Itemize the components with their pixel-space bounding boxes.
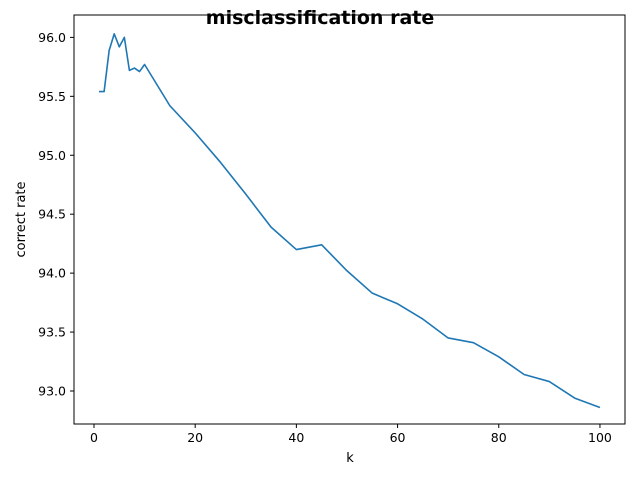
x-tick-label: 20 — [187, 430, 203, 445]
x-axis: 0 20 40 60 80 100 — [90, 424, 612, 445]
y-axis-label: correct rate — [14, 181, 29, 257]
x-tick-label: 80 — [491, 430, 507, 445]
y-tick-label: 94.5 — [38, 207, 66, 222]
x-tick-label: 60 — [390, 430, 406, 445]
y-tick-label: 95.5 — [38, 89, 66, 104]
x-tick-label: 0 — [90, 430, 98, 445]
y-axis: 93.0 93.5 94.0 94.5 95.0 95.5 96.0 — [38, 30, 74, 398]
series-line-0 — [99, 33, 601, 409]
y-tick-label: 95.0 — [38, 148, 66, 163]
y-tick-label: 94.0 — [38, 266, 66, 281]
x-tick-label: 40 — [288, 430, 304, 445]
x-tick-label: 100 — [588, 430, 612, 445]
y-tick-label: 93.0 — [38, 383, 66, 398]
chart-title: misclassification rate — [206, 7, 434, 29]
plot-area — [99, 33, 601, 409]
y-tick-label: 93.5 — [38, 325, 66, 340]
plot-frame — [73, 14, 626, 425]
y-tick-label: 96.0 — [38, 30, 66, 45]
x-axis-label: k — [346, 451, 354, 466]
